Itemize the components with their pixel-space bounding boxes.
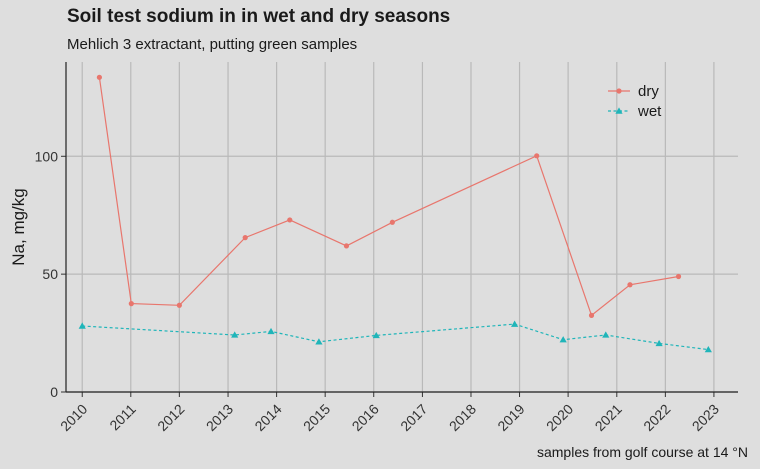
chart-title: Soil test sodium in in wet and dry seaso… <box>67 6 451 27</box>
data-point-dry <box>389 219 395 225</box>
data-point-dry <box>128 301 134 307</box>
chart-subtitle: Mehlich 3 extractant, putting green samp… <box>67 36 358 53</box>
data-point-wet <box>267 327 275 335</box>
data-point-wet <box>372 331 380 339</box>
series-line-wet <box>82 323 709 351</box>
data-point-wet <box>602 331 610 338</box>
x-tick-label: 2016 <box>349 401 382 434</box>
y-tick-label: 50 <box>42 266 58 282</box>
series-layer <box>78 74 712 353</box>
x-tick-label: 2023 <box>689 401 722 434</box>
data-point-dry <box>534 153 540 159</box>
y-axis-title: Na, mg/kg <box>9 188 28 265</box>
x-tick-label: 2011 <box>106 401 139 434</box>
series-wet <box>78 320 712 353</box>
x-tick-label: 2015 <box>300 401 333 434</box>
x-tick-label: 2020 <box>543 401 576 434</box>
series-line-dry <box>98 77 679 317</box>
x-tick-label: 2022 <box>640 401 673 434</box>
chart-caption: samples from golf course at 14 °N <box>536 444 748 460</box>
data-point-wet <box>231 331 239 338</box>
data-point-dry <box>287 217 293 223</box>
data-point-dry <box>343 243 350 249</box>
x-tick-label: 2013 <box>203 401 236 434</box>
x-tick-label: 2019 <box>494 401 527 434</box>
data-point-dry <box>675 273 682 280</box>
y-tick-label: 100 <box>35 148 59 164</box>
data-point-dry <box>176 302 182 308</box>
data-point-dry <box>588 312 595 318</box>
series-dry <box>96 74 682 318</box>
x-tick-label: 2012 <box>154 401 187 434</box>
data-point-dry <box>627 282 633 288</box>
legend-marker-wet <box>615 107 623 114</box>
data-point-wet <box>704 345 712 353</box>
x-tick-label: 2021 <box>592 401 625 434</box>
data-point-wet <box>511 320 519 327</box>
legend-marker-dry <box>616 88 622 94</box>
y-tick-label: 0 <box>50 384 58 400</box>
data-point-dry <box>242 235 248 241</box>
x-tick-label: 2018 <box>446 401 479 434</box>
x-tick-label: 2017 <box>397 401 430 434</box>
legend: dry wet <box>608 83 662 120</box>
data-point-wet <box>78 322 86 329</box>
x-tick-label: 2010 <box>57 401 90 434</box>
data-point-wet <box>315 338 323 345</box>
legend-label-dry: dry <box>638 83 659 100</box>
data-point-dry <box>96 74 102 80</box>
x-tick-label: 2014 <box>251 401 284 434</box>
data-point-wet <box>559 336 567 343</box>
legend-label-wet: wet <box>637 103 662 120</box>
data-point-wet <box>655 339 663 347</box>
